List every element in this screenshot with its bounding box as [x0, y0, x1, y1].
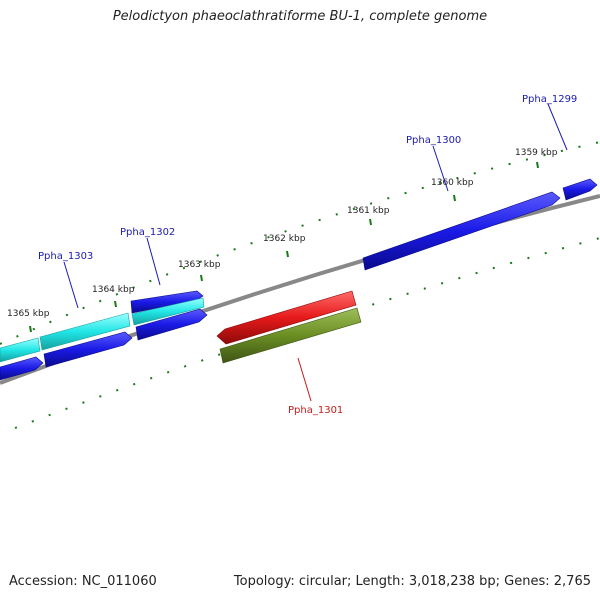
- gene-arrow-ppha-1301-gene[interactable]: [219, 307, 362, 364]
- leader-ppha-1303: [63, 261, 79, 309]
- gene-label-ppha-1299[interactable]: Ppha_1299: [522, 94, 577, 105]
- gene-arrow-ppha-1303-gene[interactable]: [39, 312, 131, 351]
- genome-backbone: [0, 194, 600, 385]
- major-tick: [29, 325, 32, 333]
- gene-label-ppha-1300[interactable]: Ppha_1300: [406, 135, 461, 146]
- gene-arrow-ppha-1301-cds[interactable]: [216, 290, 357, 345]
- major-tick: [453, 194, 456, 202]
- major-tick: [369, 218, 372, 226]
- tick-label-1361: 1361 kbp: [347, 206, 390, 216]
- gene-arrow-ppha-1300-cds[interactable]: [362, 191, 561, 271]
- gene-arrow-ppha-1303-lower[interactable]: [43, 331, 133, 368]
- leader-ppha-1300: [432, 145, 449, 192]
- topology-label: Topology: circular; Length: 3,018,238 bp…: [233, 574, 591, 589]
- major-ticks: [29, 161, 539, 333]
- major-tick: [286, 250, 289, 258]
- leader-ppha-1299: [547, 103, 568, 151]
- leader-ppha-1301: [297, 357, 312, 402]
- page-title: Pelodictyon phaeoclathratiforme BU-1, co…: [112, 9, 488, 24]
- tick-label-1359: 1359 kbp: [515, 148, 558, 158]
- tick-label-1363: 1363 kbp: [178, 260, 221, 270]
- gene-label-ppha-1303[interactable]: Ppha_1303: [38, 251, 93, 262]
- tick-label-1365: 1365 kbp: [7, 309, 50, 319]
- gene-arrow-left-cyan[interactable]: [0, 337, 41, 363]
- accession-label: Accession: NC_011060: [9, 574, 157, 589]
- gene-label-ppha-1301[interactable]: Ppha_1301: [288, 405, 343, 416]
- tick-label-1362: 1362 kbp: [263, 234, 306, 244]
- gene-arrow-ppha-1302-gene[interactable]: [131, 297, 205, 326]
- major-tick: [114, 300, 117, 308]
- tick-label-1360: 1360 kbp: [431, 178, 474, 188]
- major-tick: [200, 274, 203, 282]
- gene-arrow-left-lower[interactable]: [0, 356, 44, 381]
- gene-arrow-ppha-1299-cds[interactable]: [562, 178, 598, 201]
- leader-ppha-1302: [146, 237, 161, 286]
- gene-arrow-ppha-1302-cds[interactable]: [130, 290, 204, 314]
- tick-label-1364: 1364 kbp: [92, 285, 135, 295]
- major-tick: [536, 161, 539, 169]
- gene-label-ppha-1302[interactable]: Ppha_1302: [120, 227, 175, 238]
- gene-arrow-ppha-1302-lower[interactable]: [135, 308, 208, 341]
